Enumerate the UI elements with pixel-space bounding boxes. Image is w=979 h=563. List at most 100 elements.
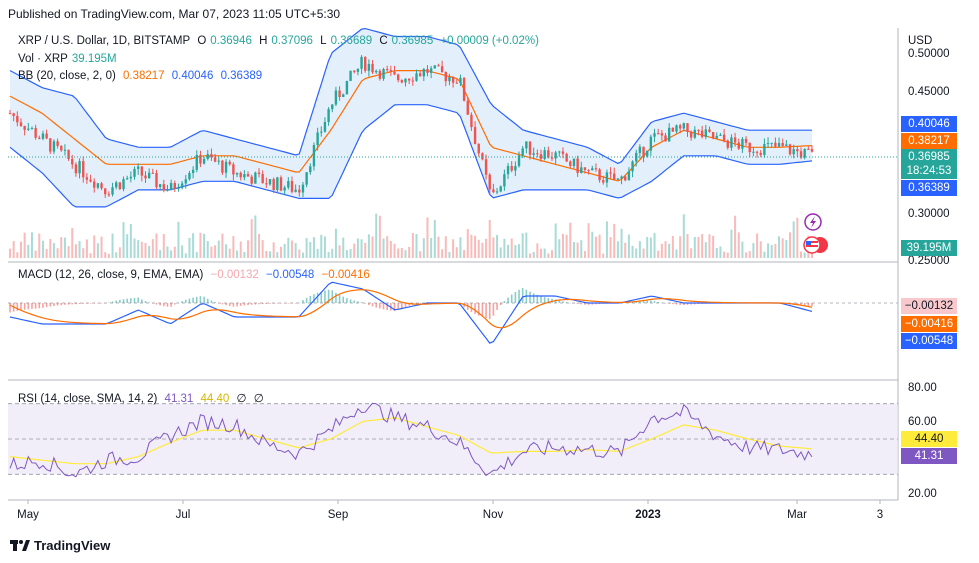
volume-bar	[276, 252, 279, 258]
candle-body	[60, 145, 63, 151]
candle-body	[602, 180, 605, 183]
volume-bar	[137, 240, 140, 258]
macd-hist-bar	[573, 303, 575, 304]
macd-hist-bar	[415, 303, 418, 304]
macd-hist-bar	[45, 303, 48, 308]
candle-body	[8, 113, 12, 115]
candle-body	[217, 160, 220, 162]
volume-bar	[529, 253, 532, 258]
macd-hist-bar	[408, 303, 410, 306]
macd-hist-bar	[547, 297, 550, 303]
macd-hist-bar	[111, 301, 114, 303]
macd-hist-bar	[510, 294, 513, 303]
volume-bar	[463, 250, 466, 258]
macd-line-badge: −0.00548	[901, 333, 957, 349]
candle-body	[528, 141, 532, 155]
low-value: 0.36689	[330, 35, 373, 47]
macd-hist-bar	[170, 303, 172, 307]
macd-hist-bar	[540, 296, 542, 303]
macd-hist-bar	[276, 303, 279, 304]
macd-hist-bar	[683, 303, 685, 306]
candle-body	[74, 164, 78, 174]
rsi-pane	[8, 402, 898, 478]
candle-body	[261, 173, 264, 184]
volume-bar	[591, 231, 594, 258]
volume-bar	[265, 250, 268, 258]
volume-bar	[232, 236, 235, 258]
macd-hist-bar	[126, 298, 128, 303]
macd-hist-bar	[639, 301, 641, 303]
volume-bar	[477, 239, 480, 258]
bb-upper-value: 0.40046	[171, 70, 214, 82]
macd-hist-bar	[144, 301, 147, 303]
candle-body	[133, 168, 136, 177]
candle-body	[309, 166, 312, 173]
volume-bar	[598, 234, 601, 258]
volume-bar	[133, 238, 136, 258]
earnings-flag-icon[interactable]	[803, 236, 828, 254]
candle-body	[191, 169, 195, 174]
candlesticks	[8, 55, 814, 198]
macd-label[interactable]: MACD (12, 26, close, 9, EMA, EMA)	[18, 269, 204, 281]
macd-hist-bar	[419, 303, 421, 304]
macd-hist-bar	[562, 301, 564, 303]
candle-body	[345, 80, 349, 95]
bb-label[interactable]: BB (20, close, 2, 0)	[18, 70, 116, 82]
candle-body	[737, 142, 740, 149]
footer-brand[interactable]: TradingView	[10, 538, 110, 553]
volume-bar	[488, 219, 491, 258]
macd-hist-bar	[217, 303, 220, 304]
candle-body	[646, 150, 649, 157]
macd-hist-bar	[661, 302, 663, 304]
volume-bar	[16, 252, 19, 258]
volume-bar	[796, 217, 799, 258]
time-tick-label: Mar	[787, 509, 807, 521]
volume-bar	[638, 241, 641, 258]
symbol-label[interactable]: XRP / U.S. Dollar, 1D, BITSTAMP	[18, 35, 191, 47]
macd-hist-bar	[650, 300, 652, 303]
candle-body	[473, 127, 477, 144]
rsi-label[interactable]: RSI (14, close, SMA, 14, 2)	[18, 393, 158, 405]
candle-body	[294, 189, 297, 192]
candle-body	[115, 182, 118, 188]
candle-body	[290, 181, 294, 192]
macd-hist-bar	[86, 303, 88, 304]
volume-bar	[565, 234, 568, 258]
volume-bar	[63, 237, 66, 258]
volume-bar	[708, 234, 711, 258]
volume-bar	[763, 251, 766, 258]
candle-body	[550, 157, 554, 159]
candle-body	[180, 183, 184, 189]
volume-label[interactable]: Vol · XRP	[18, 53, 68, 65]
lightning-icon[interactable]	[804, 213, 822, 231]
rsi-value: 41.31	[164, 393, 194, 405]
candle-body	[777, 143, 781, 147]
rsi-extra-2: ∅	[253, 393, 264, 405]
volume-bar	[195, 252, 198, 258]
macd-hist-bar	[371, 303, 374, 307]
price-axis[interactable]: 0.50000 0.45000 0.30000 0.25000	[908, 48, 950, 267]
time-axis[interactable]: May Jul Sep Nov 2023 Mar 3	[17, 500, 883, 521]
volume-bar	[74, 244, 77, 258]
volume-bar	[170, 250, 173, 258]
candle-body	[195, 155, 198, 170]
volume-bar	[690, 248, 693, 258]
candle-body	[499, 186, 502, 192]
macd-hist-bar	[518, 289, 520, 303]
macd-hist-bar	[152, 303, 154, 304]
macd-hist-bar	[360, 302, 363, 303]
volume-bar	[228, 248, 231, 258]
volume-bar	[433, 219, 436, 258]
volume-bar	[616, 241, 619, 258]
candle-body	[477, 143, 480, 154]
macd-hist-bar	[481, 303, 484, 317]
candle-body	[415, 73, 418, 81]
volume-bar	[129, 223, 132, 258]
macd-hist-bar	[565, 302, 568, 303]
volume-bar	[778, 236, 781, 258]
volume-bar	[679, 236, 682, 258]
macd-hist-bar	[71, 303, 74, 305]
candle-body	[517, 155, 521, 167]
volume-bar	[605, 221, 608, 258]
